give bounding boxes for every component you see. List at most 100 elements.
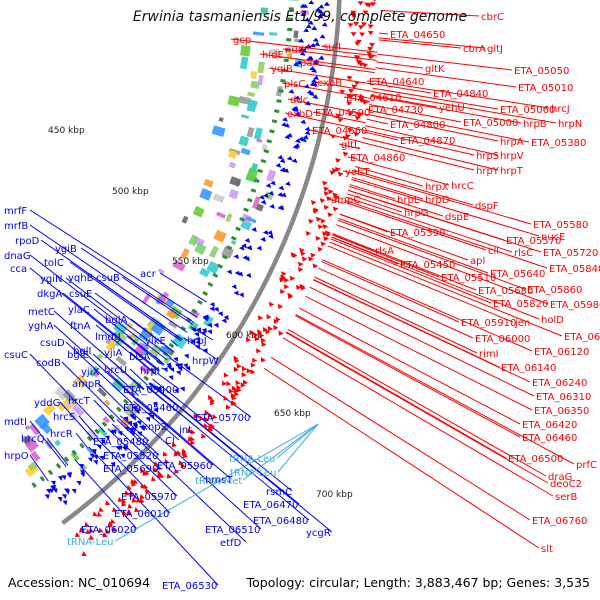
tick-mark	[269, 129, 275, 134]
feature-block	[113, 321, 128, 336]
reverse-label-leader	[130, 318, 175, 352]
tick-mark	[186, 317, 192, 323]
feature-block	[86, 428, 98, 441]
forward-gene-arrow	[126, 510, 132, 516]
forward-gene-label: cll	[488, 246, 499, 257]
reverse-gene-arrow	[320, 12, 327, 17]
forward-label-leader	[314, 81, 372, 92]
forward-label-leader	[281, 82, 371, 99]
reverse-gene-arrow	[313, 75, 320, 80]
kbp-tick-label: 650 kbp	[274, 409, 311, 419]
reverse-gene-arrow	[124, 426, 129, 432]
forward-gene-arrow	[234, 391, 240, 397]
forward-gene-label: hrpD	[425, 195, 450, 206]
reverse-gene-arrow	[275, 163, 282, 168]
feature-block	[211, 125, 226, 137]
tick-mark	[230, 235, 237, 241]
forward-gene-arrow	[256, 348, 262, 354]
forward-label-leader	[299, 307, 521, 425]
feature-block	[260, 7, 269, 15]
forward-gene-arrow	[320, 218, 326, 224]
reverse-label-leader	[133, 400, 180, 441]
forward-gene-arrow	[347, 127, 354, 133]
feature-block	[229, 176, 242, 187]
feature-block	[203, 178, 214, 188]
forward-gene-arrow	[159, 473, 165, 479]
reverse-gene-arrow	[201, 327, 207, 333]
reverse-gene-label: yddG	[34, 398, 60, 409]
forward-gene-arrow	[193, 413, 199, 419]
forward-gene-label: gltJ	[487, 44, 503, 55]
forward-label-leader	[287, 98, 368, 116]
forward-gene-arrow	[112, 526, 118, 532]
reverse-gene-arrow	[283, 168, 289, 174]
forward-gene-arrow	[357, 1, 364, 6]
tick-mark	[174, 334, 181, 340]
forward-gene-arrow	[133, 479, 139, 485]
reverse-gene-arrow	[44, 494, 50, 500]
reverse-gene-label: Cl	[165, 436, 175, 447]
forward-gene-label: ETA_05910	[461, 318, 516, 329]
reverse-label-leader	[92, 353, 140, 396]
reverse-gene-arrow	[194, 331, 200, 337]
reverse-gene-arrow	[179, 386, 185, 392]
forward-label-leader	[339, 213, 469, 261]
forward-gene-arrow	[131, 497, 137, 503]
forward-gene-arrow	[312, 263, 319, 269]
tick-mark	[217, 263, 224, 269]
feature-block	[25, 439, 39, 453]
reverse-gene-label: hrcT	[68, 396, 91, 407]
reverse-gene-arrow	[286, 132, 293, 138]
feature-block	[166, 308, 177, 320]
forward-label-leader	[282, 337, 554, 497]
feature-block	[266, 169, 277, 183]
reverse-label-leader	[65, 277, 171, 358]
forward-label-leader	[345, 196, 513, 253]
forward-gene-arrow	[226, 380, 232, 387]
reverse-gene-arrow	[309, 66, 316, 71]
forward-label-leader	[354, 166, 424, 187]
feature-block	[269, 31, 278, 36]
reverse-gene-label: csuD	[40, 338, 65, 349]
forward-gene-arrow	[277, 303, 284, 309]
reverse-gene-arrow	[129, 430, 135, 436]
forward-label-lines	[230, 9, 575, 549]
forward-gene-label: hrpN	[558, 119, 582, 130]
tick-mark	[55, 463, 62, 469]
tick-mark	[94, 428, 100, 435]
feature-block	[110, 377, 126, 393]
reverse-label-lines	[29, 209, 333, 586]
forward-label-leader	[284, 112, 365, 131]
tick-mark	[257, 168, 264, 174]
feature-block	[78, 463, 88, 472]
reverse-gene-label: bglE	[67, 350, 89, 361]
reverse-gene-arrow	[48, 488, 54, 494]
forward-label-leader	[372, 87, 499, 110]
forward-gene-arrow	[283, 277, 290, 283]
reverse-gene-arrow	[52, 488, 58, 494]
forward-gene-label: yehU	[439, 103, 465, 114]
forward-gene-arrow	[210, 397, 216, 403]
reverse-gene-arrow	[195, 344, 200, 350]
forward-gene-arrow	[81, 551, 87, 557]
forward-label-leader	[297, 61, 375, 74]
reverse-gene-arrow	[314, 41, 321, 47]
forward-gene-arrow	[362, 100, 368, 105]
reverse-gene-label: ampR	[72, 379, 101, 390]
forward-gene-arrow	[102, 532, 108, 538]
forward-gene-arrow	[151, 476, 157, 482]
reverse-gene-label: hrpO	[4, 451, 29, 462]
reverse-gene-arrow	[307, 55, 314, 61]
reverse-label-leader	[29, 224, 188, 333]
reverse-label-leader	[129, 351, 157, 375]
forward-gene-arrow	[283, 284, 290, 290]
forward-gene-arrow	[228, 388, 234, 394]
reverse-gene-arrow	[213, 322, 219, 328]
feature-block	[92, 370, 100, 378]
feature-block	[96, 353, 104, 360]
reverse-gene-arrow	[306, 89, 313, 95]
reverse-gene-label: rsmC	[266, 487, 292, 498]
reverse-label-leader	[46, 437, 69, 466]
forward-gene-arrow	[366, 3, 373, 8]
